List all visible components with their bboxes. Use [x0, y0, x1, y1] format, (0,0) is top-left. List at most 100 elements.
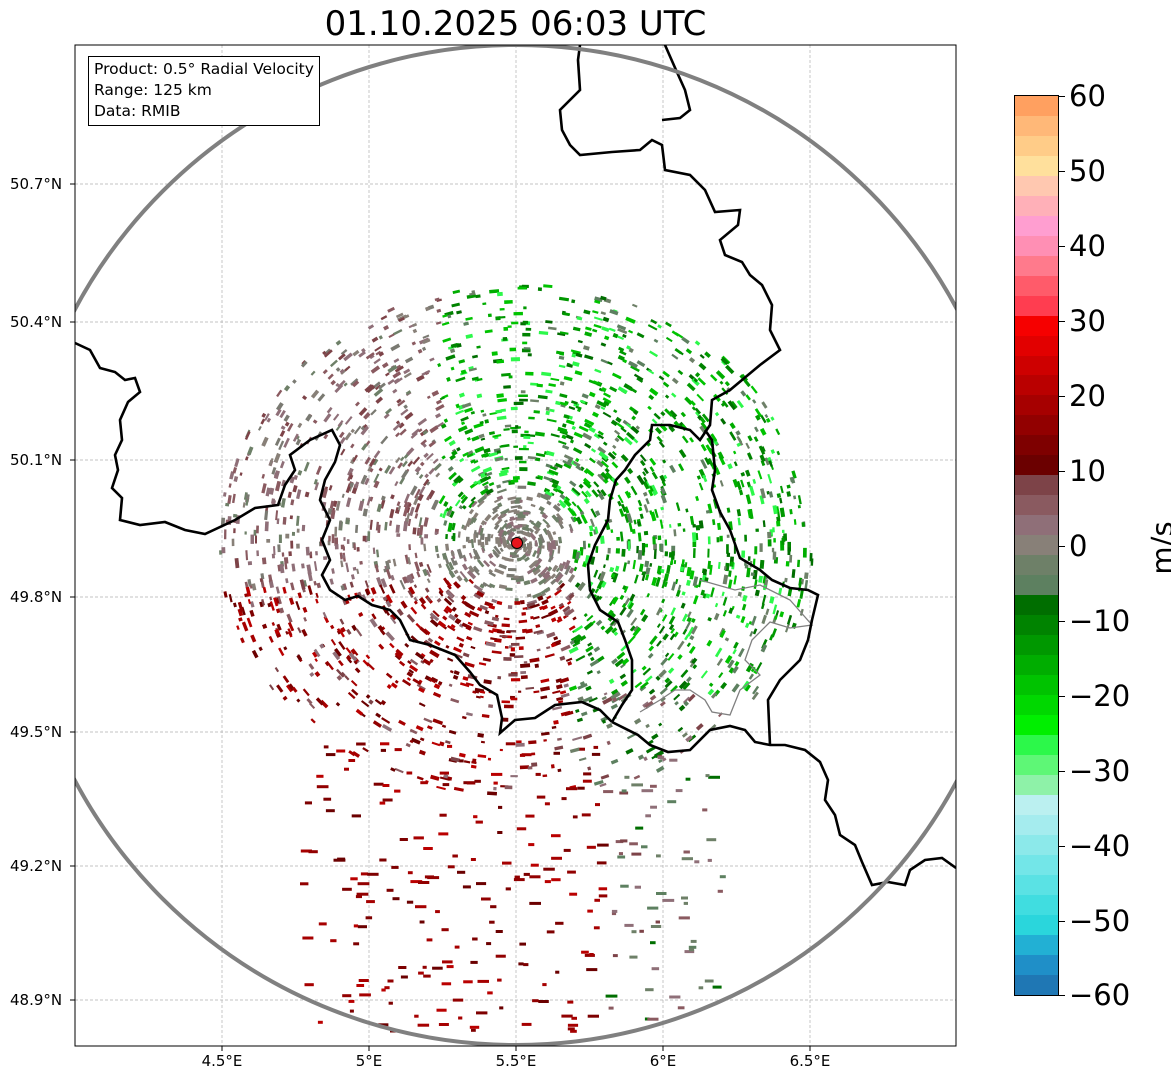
velocity-echo: [651, 967, 660, 971]
velocity-echo: [258, 425, 262, 431]
velocity-echo: [487, 991, 493, 995]
velocity-echo: [754, 408, 763, 418]
velocity-echo: [482, 466, 493, 474]
velocity-echo: [379, 858, 387, 862]
velocity-echo: [323, 797, 332, 801]
velocity-echo: [550, 605, 556, 610]
velocity-echo: [533, 690, 540, 694]
velocity-echo: [312, 651, 318, 658]
velocity-echo: [400, 456, 405, 462]
velocity-echo: [651, 471, 659, 480]
velocity-echo: [641, 543, 646, 553]
velocity-echo: [596, 670, 601, 675]
velocity-echo: [628, 329, 634, 334]
velocity-echo: [510, 406, 518, 411]
velocity-echo: [546, 566, 553, 572]
velocity-echo: [664, 677, 671, 684]
velocity-echo: [684, 396, 693, 406]
velocity-echo: [681, 896, 688, 900]
velocity-echo: [333, 858, 346, 862]
velocity-echo: [643, 492, 648, 497]
velocity-echo: [458, 1016, 463, 1020]
velocity-echo: [297, 469, 303, 476]
velocity-echo: [304, 801, 312, 805]
velocity-echo: [566, 600, 572, 605]
velocity-echo: [323, 433, 329, 440]
velocity-echo: [518, 690, 522, 693]
velocity-echo: [631, 930, 637, 934]
velocity-echo: [505, 587, 513, 591]
velocity-echo: [636, 545, 639, 554]
velocity-echo: [359, 993, 371, 997]
velocity-echo: [527, 766, 533, 770]
velocity-echo: [418, 702, 426, 707]
velocity-echo: [395, 432, 401, 438]
colorbar-step: [1015, 955, 1058, 976]
colorbar-label: −10: [1069, 604, 1131, 638]
velocity-echo: [558, 602, 564, 608]
velocity-echo: [655, 675, 661, 681]
velocity-echo: [432, 966, 443, 970]
velocity-echo: [536, 795, 546, 799]
velocity-echo: [444, 605, 453, 614]
velocity-echo: [443, 501, 449, 507]
velocity-echo: [762, 520, 766, 528]
velocity-echo: [723, 566, 727, 571]
velocity-echo: [577, 683, 588, 690]
velocity-echo: [689, 515, 695, 525]
velocity-echo: [615, 840, 624, 844]
velocity-echo: [683, 901, 688, 905]
velocity-echo: [437, 680, 443, 686]
velocity-echo: [687, 611, 692, 618]
colorbar-label: 40: [1069, 229, 1106, 263]
velocity-echo: [621, 789, 627, 793]
velocity-echo: [274, 667, 280, 673]
velocity-echo: [324, 660, 331, 667]
velocity-echo: [380, 495, 386, 501]
colorbar-step: [1015, 235, 1058, 256]
velocity-echo: [487, 552, 494, 559]
velocity-echo: [290, 499, 295, 506]
colorbar-step: [1015, 175, 1058, 196]
velocity-echo: [461, 421, 466, 426]
velocity-echo: [256, 550, 259, 557]
velocity-echo: [453, 475, 462, 484]
velocity-echo: [560, 404, 566, 408]
velocity-echo: [664, 680, 673, 689]
velocity-echo: [339, 368, 345, 374]
velocity-echo: [641, 614, 649, 623]
velocity-echo: [463, 760, 471, 764]
velocity-echo: [387, 378, 395, 386]
velocity-echo: [422, 658, 432, 666]
velocity-echo: [256, 525, 259, 534]
velocity-echo: [692, 524, 697, 528]
velocity-echo: [702, 474, 708, 483]
velocity-echo: [283, 557, 289, 564]
colorbar-step: [1015, 335, 1058, 356]
velocity-echo: [722, 574, 729, 585]
velocity-echo: [249, 609, 255, 617]
velocity-echo: [539, 605, 544, 611]
velocity-echo: [532, 999, 539, 1003]
velocity-echo: [495, 316, 501, 321]
velocity-echo: [262, 586, 267, 594]
radar-site-marker[interactable]: [511, 537, 523, 549]
velocity-echo: [749, 630, 754, 637]
velocity-echo: [765, 417, 771, 423]
velocity-echo: [781, 529, 785, 534]
velocity-echo: [714, 602, 719, 608]
velocity-echo: [760, 488, 766, 499]
velocity-echo: [417, 1023, 430, 1027]
velocity-echo: [288, 597, 295, 606]
velocity-echo: [675, 789, 683, 793]
velocity-echo: [480, 452, 489, 458]
velocity-echo: [750, 385, 758, 394]
velocity-echo: [488, 604, 496, 610]
velocity-echo: [613, 631, 619, 637]
velocity-echo: [497, 398, 508, 403]
velocity-echo: [420, 659, 425, 664]
velocity-echo: [633, 373, 644, 381]
velocity-echo: [232, 493, 236, 504]
velocity-echo: [372, 547, 376, 554]
